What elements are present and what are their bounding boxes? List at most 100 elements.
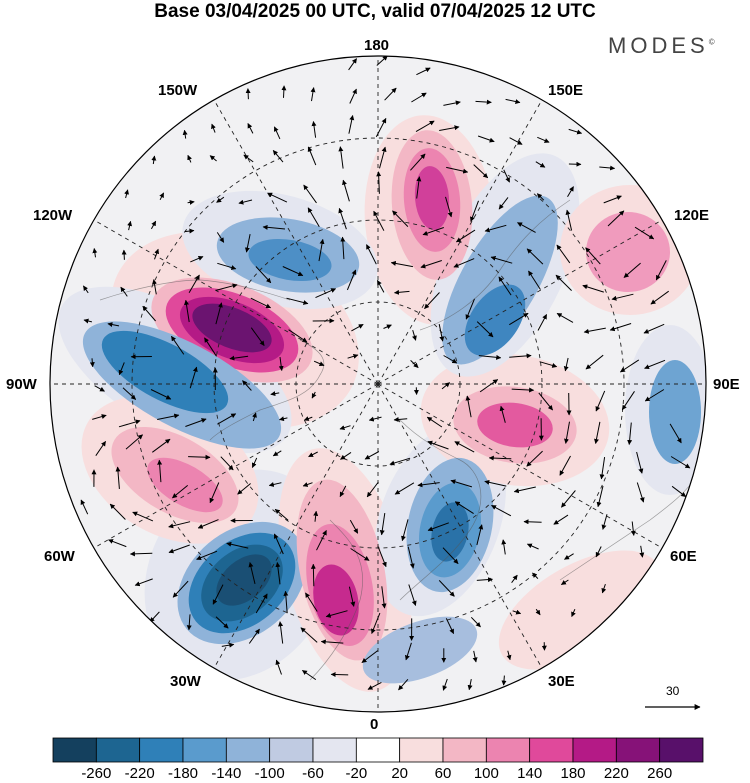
wind-vector [212, 584, 224, 605]
anomaly-a2 [177, 521, 307, 645]
wind-vector [168, 544, 190, 554]
wind-vector [82, 285, 89, 294]
wind-vector [454, 501, 474, 515]
wind-vector [636, 451, 644, 474]
meridian-line [377, 383, 663, 549]
wind-vector [157, 413, 180, 420]
wind-vector [275, 562, 281, 585]
wind-vector [564, 421, 570, 444]
wind-vector [247, 123, 254, 134]
wind-vectors [80, 56, 691, 691]
wind-vector [154, 248, 159, 260]
wind-vector [644, 359, 666, 370]
wind-vector [274, 508, 289, 521]
wind-vector [310, 563, 316, 587]
wind-vector [538, 392, 553, 411]
wind-vector [366, 481, 379, 498]
map-title: Base 03/04/2025 00 UTC, valid 07/04/2025… [154, 1, 596, 22]
wind-vector [643, 323, 665, 334]
wind-vector [377, 546, 387, 568]
anomaly-a11-core [649, 360, 701, 464]
wind-vector [157, 459, 163, 483]
wind-vector [509, 312, 529, 326]
wind-vector [248, 562, 256, 585]
wind-vector [134, 578, 153, 587]
wind-vector [484, 224, 507, 233]
wind-vector [585, 247, 601, 265]
lon-label-120e: 120E [674, 207, 710, 224]
wind-vector [445, 196, 453, 218]
wind-vector [523, 519, 542, 525]
wind-vector [394, 482, 415, 495]
wind-vector [152, 438, 171, 453]
wind-vector [454, 441, 475, 453]
wind-vector [499, 405, 506, 423]
anomaly-core [248, 238, 332, 282]
lon-label-180: 180 [364, 37, 390, 54]
wind-vector [509, 137, 523, 145]
wind-vector [118, 419, 141, 428]
wind-vector [346, 269, 357, 291]
wind-vector [511, 574, 518, 584]
wind-vector [401, 519, 409, 542]
wind-vector [565, 209, 573, 231]
wind-vector [582, 284, 604, 293]
wind-vector [278, 621, 284, 644]
lon-label-60e: 60E [670, 548, 697, 565]
wind-vector [571, 609, 576, 618]
wind-vector [442, 678, 448, 691]
wind-vector [601, 583, 607, 594]
wind-vector [252, 412, 257, 422]
wind-vector [270, 391, 280, 397]
wind-vector [244, 234, 251, 253]
wind-vector [278, 357, 284, 371]
wind-vector [512, 609, 522, 615]
wind-vector [535, 161, 546, 168]
wind-vector [95, 440, 107, 456]
wind-vector [536, 193, 545, 201]
wind-vector [237, 483, 251, 495]
coastline [309, 519, 363, 681]
wind-vector [442, 547, 459, 564]
wind-vector [197, 519, 219, 529]
wind-vector [424, 292, 440, 309]
wind-vector [150, 220, 157, 230]
wind-vector [438, 580, 455, 597]
wind-vector [211, 123, 216, 133]
wind-vector [655, 260, 667, 281]
wind-vector [475, 99, 492, 105]
colorbar-tick-label: 20 [391, 765, 408, 782]
wind-vector [109, 503, 126, 520]
wind-vector [196, 550, 218, 561]
colorbar-tick-label: 260 [647, 765, 673, 782]
wind-vector [501, 675, 507, 686]
colorbar-tick-label: 220 [603, 765, 629, 782]
wind-vector [349, 519, 359, 534]
anomaly-core [477, 402, 553, 448]
wind-vector [216, 232, 225, 243]
wind-vector [476, 524, 484, 546]
wind-vector [470, 200, 479, 222]
wind-vector [172, 485, 189, 499]
wind-vector [350, 548, 370, 561]
wind-vector [250, 297, 272, 309]
wind-vector [340, 451, 352, 460]
wind-vector [307, 207, 320, 228]
wind-vector [89, 358, 95, 368]
map-field [50, 56, 706, 712]
wind-vector [226, 541, 249, 549]
wind-vector [599, 457, 606, 480]
colorbar-swatch [485, 737, 531, 763]
wind-vector [368, 416, 382, 422]
wind-vector [379, 146, 387, 169]
polar-map [49, 55, 707, 713]
wind-vector [427, 522, 449, 532]
wind-vector [310, 87, 316, 102]
colorbar-tick-label: -140 [211, 765, 242, 782]
wind-vector [537, 314, 548, 331]
wind-vector [650, 290, 669, 305]
wind-vector [639, 545, 645, 558]
wind-vector [420, 260, 442, 269]
wind-vector [532, 572, 539, 579]
lon-label-0: 0 [370, 716, 379, 733]
